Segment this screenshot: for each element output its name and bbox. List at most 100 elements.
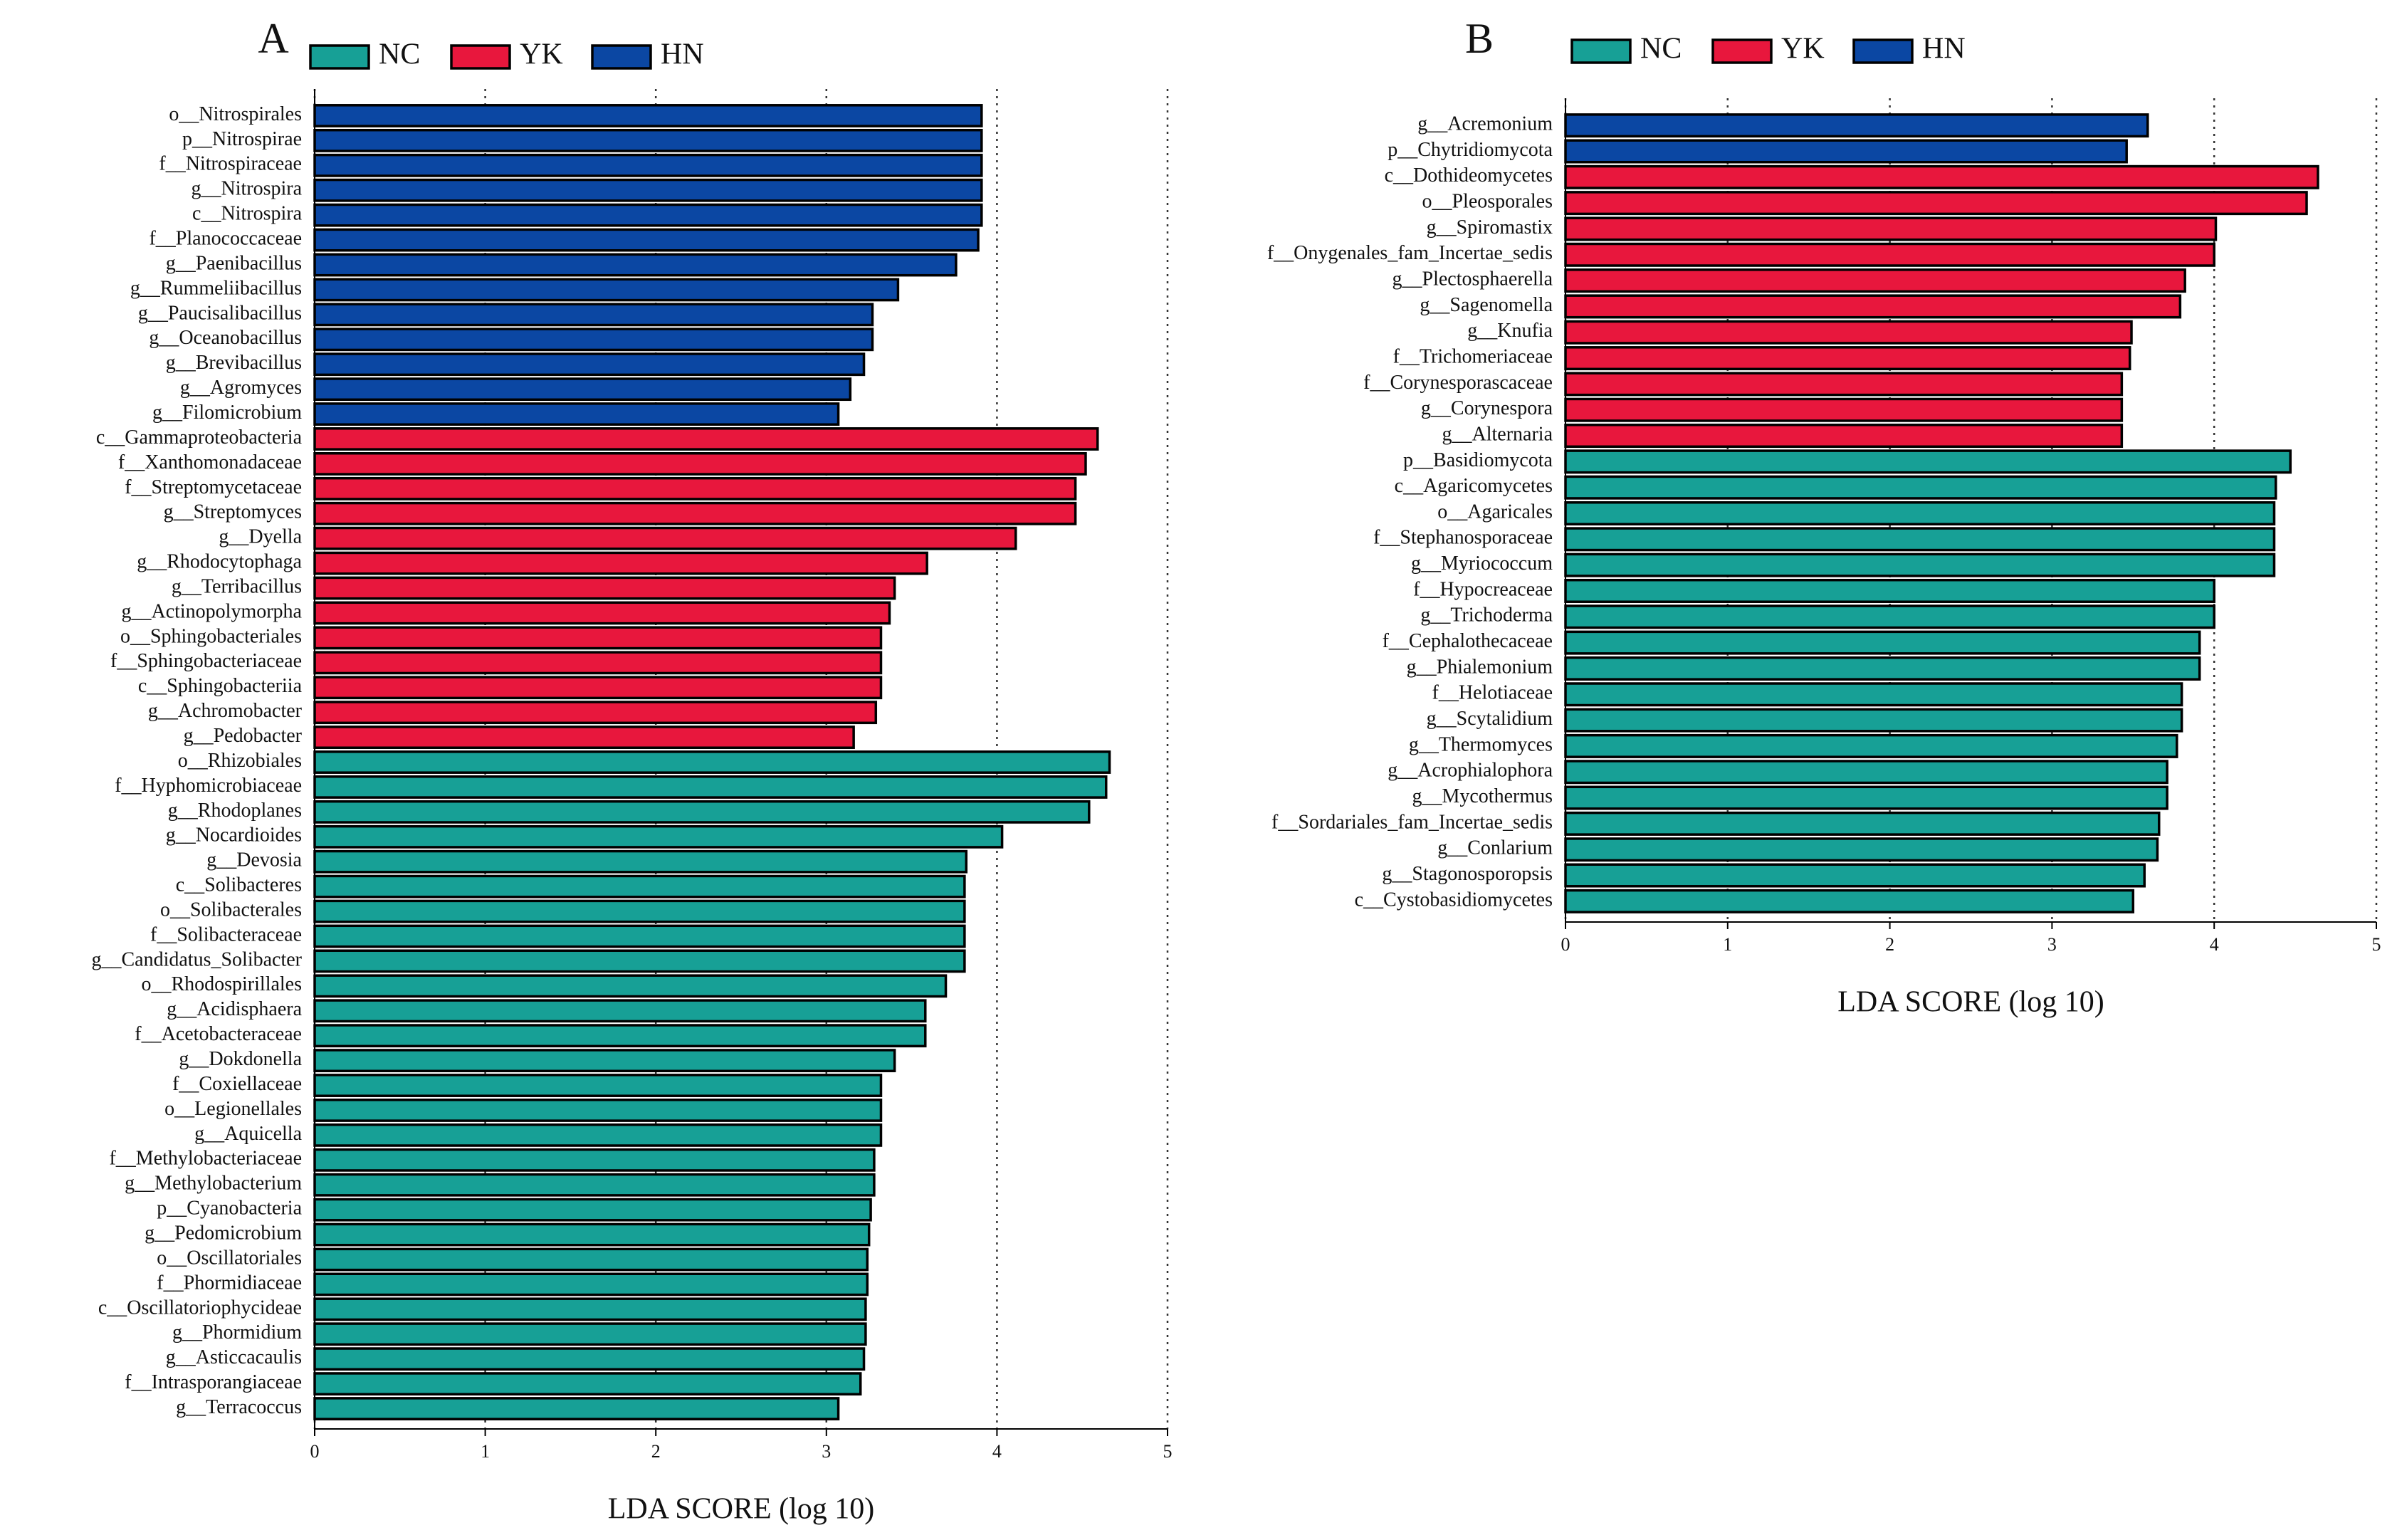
bar — [313, 800, 1091, 824]
category-label: g__Acremonium — [1417, 113, 1553, 135]
bar — [1564, 811, 2161, 836]
bar — [313, 1247, 869, 1272]
category-label: c__Gammaproteobacteria — [96, 426, 303, 449]
bar — [313, 1099, 883, 1122]
bar — [1564, 346, 2131, 371]
bar — [1564, 501, 2276, 526]
bar — [1564, 449, 2292, 474]
bar — [313, 128, 983, 152]
x-tick-label: 1 — [1723, 934, 1732, 955]
bar — [1564, 164, 2319, 189]
legend-label: YK — [520, 38, 563, 71]
bar — [313, 1074, 883, 1097]
bar — [313, 1049, 896, 1073]
bar — [1564, 242, 2215, 267]
category-label: f__Planococcaceae — [149, 228, 302, 250]
bar — [1564, 837, 2159, 862]
category-label: g__Candidatus_Solibacter — [91, 948, 302, 970]
bar — [1564, 656, 2201, 681]
category-label: g__Acidisphaera — [167, 998, 302, 1020]
category-label: g__Agromyces — [180, 377, 302, 399]
bar — [313, 775, 1108, 799]
panel-title: B — [1465, 15, 1494, 62]
category-label: g__Filomicrobium — [152, 402, 302, 424]
bar — [313, 402, 840, 426]
bar — [313, 1148, 876, 1172]
category-label: f__Streptomycetaceae — [125, 476, 302, 498]
bar — [313, 626, 883, 650]
category-label: g__Conlarium — [1437, 837, 1553, 859]
legend-label: YK — [1781, 33, 1825, 66]
category-label: g__Actinopolymorpha — [121, 600, 302, 622]
bar — [313, 203, 983, 227]
category-label: g__Aquicella — [194, 1123, 302, 1145]
category-label: o__Sphingobacteriales — [120, 625, 302, 647]
bar — [313, 303, 874, 327]
category-label: g__Streptomyces — [164, 501, 302, 523]
bar — [313, 501, 1077, 525]
bar — [1564, 760, 2168, 785]
category-label: f__Stephanosporaceae — [1373, 527, 1553, 549]
category-label: g__Dokdonella — [179, 1048, 302, 1070]
category-label: f__Acetobacteraceae — [135, 1023, 302, 1045]
category-label: g__Brevibacillus — [166, 352, 302, 374]
x-tick-label: 4 — [992, 1441, 1002, 1462]
bar — [313, 551, 928, 575]
bar — [1564, 863, 2146, 888]
category-label: g__Acrophialophora — [1388, 760, 1553, 782]
bar — [1564, 785, 2168, 810]
legend-swatch — [1711, 38, 1773, 64]
category-label: o__Legionellales — [164, 1098, 302, 1120]
category-label: g__Paenibacillus — [166, 252, 302, 274]
category-label: g__Oceanobacillus — [149, 327, 302, 349]
bar — [313, 451, 1087, 476]
category-label: g__Terracoccus — [176, 1396, 302, 1418]
bar — [313, 104, 983, 127]
panel-title: A — [258, 15, 288, 62]
bar — [1564, 372, 2124, 397]
category-label: g__Nitrospira — [191, 178, 302, 200]
category-label: p__Chytridiomycota — [1388, 139, 1553, 161]
bar — [313, 526, 1017, 550]
bar — [313, 328, 874, 352]
category-label: g__Devosia — [206, 849, 302, 871]
category-label: o__Solibacterales — [160, 899, 302, 921]
category-label: g__Pedomicrobium — [145, 1222, 302, 1244]
bar — [1564, 294, 2182, 319]
bar — [313, 476, 1077, 501]
bar — [313, 178, 983, 202]
bar — [1564, 682, 2183, 707]
bar — [1564, 475, 2277, 500]
bar — [1564, 216, 2218, 241]
bar — [313, 676, 883, 700]
category-label: g__Alternaria — [1442, 423, 1553, 445]
bar — [1564, 552, 2276, 577]
bar — [313, 726, 855, 749]
bar — [1564, 733, 2178, 758]
category-label: c__Solibacteres — [176, 874, 302, 896]
category-label: c__Sphingobacteriia — [138, 675, 303, 697]
category-label: f__Hyphomicrobiaceae — [115, 775, 302, 797]
category-label: f__Phormidiaceae — [157, 1272, 302, 1294]
category-label: o__Pleosporales — [1422, 191, 1553, 213]
bar — [1564, 708, 2183, 733]
x-axis-label: LDA SCORE (log 10) — [608, 1493, 875, 1526]
category-label: g__Pedobacter — [184, 725, 303, 747]
category-label: o__Nitrospirales — [169, 103, 302, 125]
category-label: g__Corynespora — [1421, 397, 1553, 419]
x-tick-label: 5 — [1163, 1441, 1173, 1462]
x-axis-label: LDA SCORE (log 10) — [1837, 986, 2104, 1019]
bar — [313, 1397, 840, 1420]
category-label: c__Oscillatoriophycideae — [98, 1297, 302, 1319]
legend-label: NC — [1640, 33, 1682, 66]
category-label: g__Rummeliibacillus — [130, 277, 302, 299]
bar — [1564, 889, 2135, 913]
bar — [313, 949, 966, 973]
category-label: p__Basidiomycota — [1403, 449, 1553, 471]
x-tick-label: 3 — [2047, 934, 2057, 955]
category-label: c__Cystobasidiomycetes — [1355, 889, 1553, 911]
x-tick-label: 5 — [2372, 934, 2381, 955]
category-label: g__Plectosphaerella — [1392, 268, 1553, 290]
x-tick-label: 3 — [822, 1441, 831, 1462]
